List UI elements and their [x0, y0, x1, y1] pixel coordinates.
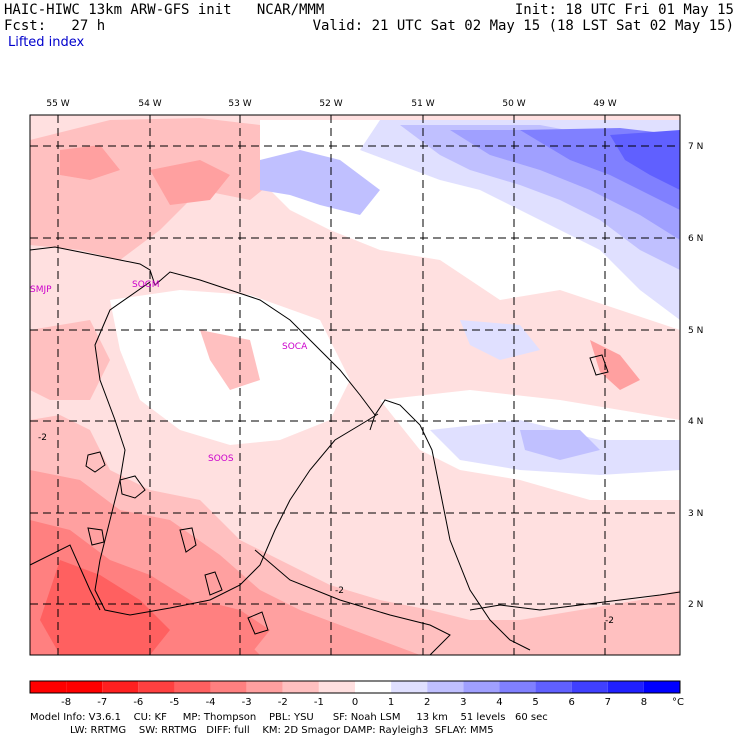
colorbar-frame	[29, 680, 681, 694]
colorbar-swatch	[66, 681, 103, 693]
contour-label: -2	[605, 616, 614, 626]
contour-lines	[85, 354, 609, 635]
colorbar-swatch	[318, 681, 355, 693]
lat-lon-grid	[30, 115, 680, 655]
lat-label-6n: 6 N	[688, 234, 703, 244]
lon-label-51w: 51 W	[411, 99, 434, 109]
lat-label-3n: 3 N	[688, 509, 703, 519]
colorbar-tick-label: -4	[206, 697, 216, 708]
init-time: Init: 18 UTC Fri 01 May 15	[514, 2, 734, 18]
colorbar-swatch	[102, 681, 139, 693]
lat-label-5n: 5 N	[688, 326, 703, 336]
contour-value-labels: -2 -2 -2	[38, 433, 614, 626]
lon-label-52w: 52 W	[319, 99, 342, 109]
colorbar-tick-label: 4	[496, 697, 502, 708]
colorbar-tick-label: 7	[605, 697, 611, 708]
field-name: Lifted index	[8, 35, 85, 50]
model-info-line2: LW: RRTMG SW: RRTMG DIFF: full KM: 2D Sm…	[70, 725, 494, 736]
colorbar-swatch	[499, 681, 536, 693]
colorbar-swatch	[282, 681, 319, 693]
station-soos: SOOS	[208, 454, 234, 464]
lon-label-53w: 53 W	[228, 99, 251, 109]
colorbar-tick-label: -7	[97, 697, 107, 708]
colorbar-tick-label: 8	[641, 697, 647, 708]
colorbar-swatch	[391, 681, 428, 693]
colorbar-swatch	[246, 681, 283, 693]
colorbar-tick-label: 0	[352, 697, 358, 708]
lat-label-7n: 7 N	[688, 142, 703, 152]
colorbar-tick-label: -2	[278, 697, 288, 708]
colorbar-swatch	[427, 681, 464, 693]
contour-label: -2	[38, 433, 47, 443]
colorbar-swatch	[30, 681, 67, 693]
lon-label-55w: 55 W	[46, 99, 69, 109]
colorbar-swatch	[571, 681, 608, 693]
valid-time: Valid: 21 UTC Sat 02 May 15 (18 LST Sat …	[312, 18, 734, 34]
forecast-hour: Fcst: 27 h	[4, 18, 106, 34]
station-smjp: SMJP	[30, 285, 52, 295]
lat-label-4n: 4 N	[688, 417, 703, 427]
colorbar-tick-label: 6	[568, 697, 574, 708]
colorbar-swatch	[138, 681, 175, 693]
colorbar-unit: °C	[672, 697, 684, 708]
colorbar-tick-label: 2	[424, 697, 430, 708]
colorbar-swatch	[355, 681, 392, 693]
station-labels: SMJP SOGM SOCA SOOS	[30, 280, 308, 464]
station-sogm: SOGM	[132, 280, 160, 290]
colorbar-tick-label: 3	[460, 697, 466, 708]
colorbar-swatch	[210, 681, 247, 693]
colorbar-tick-label: -1	[314, 697, 324, 708]
longitude-labels: 55 W 54 W 53 W 52 W 51 W 50 W 49 W	[46, 99, 616, 109]
colorbar-tick-label: 5	[532, 697, 538, 708]
model-title: HAIC-HIWC 13km ARW-GFS init NCAR/MMM	[4, 2, 325, 18]
colorbar-tick-label: -5	[169, 697, 179, 708]
colorbar-tick-label: -3	[242, 697, 252, 708]
colorbar-swatch	[463, 681, 500, 693]
latitude-labels: 7 N 6 N 5 N 4 N 3 N 2 N	[688, 142, 703, 610]
lon-label-54w: 54 W	[138, 99, 161, 109]
colorbar-swatch	[643, 681, 680, 693]
contour-label: -2	[335, 586, 344, 596]
lat-label-2n: 2 N	[688, 600, 703, 610]
coastline-and-borders	[29, 246, 681, 656]
map-frame	[29, 114, 681, 656]
lon-label-50w: 50 W	[502, 99, 525, 109]
model-info-line1: Model Info: V3.6.1 CU: KF MP: Thompson P…	[30, 712, 548, 723]
colorbar-swatch	[607, 681, 644, 693]
colorbar-tick-label: -6	[133, 697, 143, 708]
station-soca: SOCA	[282, 342, 308, 352]
lifted-index-field	[30, 115, 680, 655]
colorbar-tick-label: -8	[61, 697, 71, 708]
colorbar: -8 -7 -6 -5 -4 -3 -2 -1 0 1 2 3 4 5 6 7 8	[29, 680, 681, 708]
colorbar-tick-label: 1	[388, 697, 394, 708]
colorbar-swatch	[535, 681, 572, 693]
colorbar-swatch	[174, 681, 211, 693]
lon-label-49w: 49 W	[593, 99, 616, 109]
